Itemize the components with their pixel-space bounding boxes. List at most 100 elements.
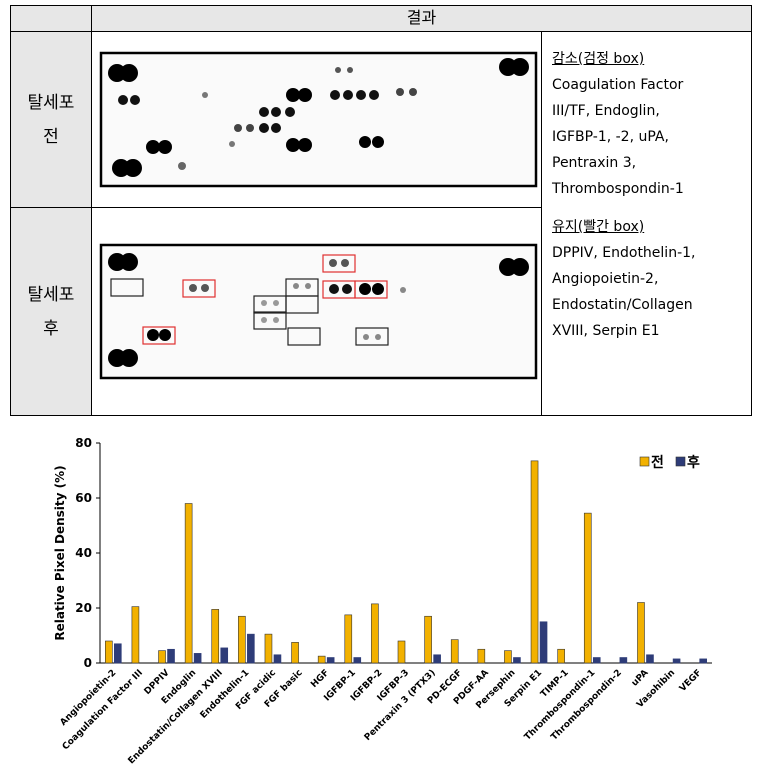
blot-images [99, 51, 538, 380]
blot-dot [396, 88, 404, 96]
note-line: Endostatin/Collagen [552, 297, 693, 313]
notes: 감소(검정 box) Coagulation Factor III/TF, End… [541, 31, 752, 416]
blot-frame [99, 51, 538, 188]
bar [220, 647, 229, 664]
blot-dot [286, 88, 300, 102]
row-label: 탈세포 후 [10, 207, 92, 416]
blot-dot [298, 138, 312, 152]
bar [326, 657, 335, 664]
note-line: Thrombospondin-1 [552, 181, 684, 197]
note-block: 감소(검정 box) Coagulation Factor III/TF, End… [552, 46, 751, 202]
blot-dot [273, 300, 279, 306]
y-tick-label: 20 [75, 601, 92, 615]
blot-dot [305, 283, 311, 289]
note-line: Pentraxin 3, [552, 155, 637, 171]
note-title: 감소(검정 box) [552, 51, 645, 67]
bar [264, 633, 273, 664]
legend-swatch [639, 456, 650, 467]
note-block: 유지(빨간 box) DPPIV, Endothelin-1, Angiopoie… [552, 214, 751, 344]
blot-dot [271, 107, 281, 117]
bar [583, 512, 592, 664]
blot-box [322, 254, 356, 273]
header: 결과 [91, 5, 752, 32]
blot-dot [261, 300, 267, 306]
bar [477, 648, 486, 664]
bar [193, 653, 202, 664]
blot-dot [259, 107, 269, 117]
bar [504, 650, 512, 664]
y-axis-label: Relative Pixel Density (%) [53, 465, 67, 640]
blot-dot [335, 67, 341, 73]
blot-dot [363, 334, 369, 340]
blot-dot [375, 334, 381, 340]
blot-dot [329, 259, 337, 267]
x-tick-label: VEGF [678, 668, 704, 694]
blot-dot [359, 283, 371, 295]
blot-dot [246, 124, 254, 132]
bar [353, 657, 362, 664]
row-label-line: 전 [43, 126, 59, 147]
blot-dot [273, 317, 279, 323]
blot-box [287, 327, 321, 346]
bar [167, 648, 175, 664]
blot-dot [298, 88, 312, 102]
legend-label: 전 [651, 454, 664, 471]
bar [646, 654, 654, 664]
bar [672, 658, 681, 664]
bar [317, 655, 326, 664]
blot-dot [118, 95, 128, 105]
blot-dot [130, 95, 140, 105]
blot-dot [178, 162, 186, 170]
blot-box [253, 311, 287, 330]
note-line: Coagulation Factor [552, 77, 684, 93]
blot-dot [342, 284, 352, 294]
bar [114, 643, 122, 664]
bar [238, 615, 246, 664]
bar [637, 602, 645, 664]
note-line: DPPIV, Endothelin-1, [552, 245, 696, 261]
bar [619, 657, 628, 664]
blot-dot [147, 329, 159, 341]
bar [539, 621, 548, 664]
bar [344, 614, 353, 664]
note-lines: Coagulation Factor III/TF, Endoglin, IGFBP… [552, 72, 751, 202]
blot-dot [120, 349, 138, 367]
blot-dot [369, 90, 379, 100]
blot-dot [285, 107, 295, 117]
blot-box [355, 327, 389, 346]
blot-dot [343, 90, 353, 100]
blot-box [253, 295, 287, 314]
blot-dot [120, 253, 138, 271]
blot-dot [159, 329, 171, 341]
row-label-line: 탈세포 [27, 284, 75, 305]
blot-dot [330, 90, 340, 100]
blot-dot [234, 124, 242, 132]
x-tick-label: HGF [309, 668, 331, 690]
note-line: III/TF, Endoglin, [552, 103, 660, 119]
bar [291, 642, 299, 664]
bar [424, 615, 432, 664]
bar [184, 503, 193, 664]
note-line: Angiopoietin-2, [552, 271, 659, 287]
blot-box [182, 279, 216, 298]
blot-dot [259, 123, 269, 133]
bar [247, 633, 255, 664]
note-title: 유지(빨간 box) [552, 219, 645, 235]
blot-dot [359, 136, 371, 148]
note-line: IGFBP-1, -2, uPA, [552, 129, 669, 145]
blot-dot [229, 141, 235, 147]
y-tick-label: 0 [84, 656, 92, 670]
blot-dot [293, 283, 299, 289]
blot-box [354, 280, 388, 299]
bar [211, 609, 220, 664]
y-tick-label: 40 [75, 546, 92, 560]
blot-dot [511, 58, 529, 76]
blot-dot [347, 67, 353, 73]
bar [592, 657, 601, 664]
bar [158, 650, 166, 664]
bar [513, 657, 521, 664]
blot-box [142, 326, 176, 345]
blot-dot [124, 159, 142, 177]
